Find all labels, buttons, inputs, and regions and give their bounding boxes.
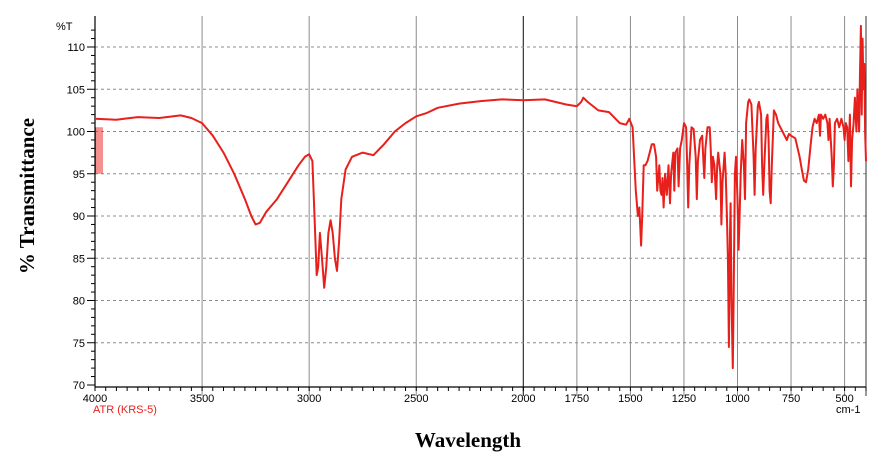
x-tick-label: 3500 [190,393,214,405]
instrument-label: ATR (KRS-5) [93,404,157,416]
x-tick-label: 2500 [404,393,428,405]
x-axis-title: Wavelength [415,428,521,452]
y-unit-label: %T [56,21,73,33]
left-edge-noise [95,127,103,174]
x-tick-label: 4000 [83,393,107,405]
axes [87,16,867,396]
y-tick-label: 95 [73,169,85,181]
x-tick-label: 1750 [565,393,589,405]
x-tick-labels: 4000 3500 3000 2500 2000 1750 1500 1250 1000 750 5… [83,393,854,405]
x-tick-label: 1000 [725,393,749,405]
y-tick-label: 85 [73,253,85,265]
x-tick-label: 1250 [672,393,696,405]
grid-lines [95,16,866,396]
x-tick-label: 1500 [618,393,642,405]
y-tick-label: 75 [73,338,85,350]
y-tick-label: 110 [67,42,85,54]
y-tick-label: 100 [67,127,85,139]
y-tick-labels: 70 75 80 85 90 95 100 105 110 [67,42,85,392]
x-tick-label: 3000 [297,393,321,405]
y-tick-label: 80 [73,296,85,308]
x-tick-label: 750 [782,393,800,405]
y-axis-title: % Transmittance [15,118,39,274]
spectrum-line [94,24,867,370]
x-unit-label: cm-1 [836,404,860,416]
x-tick-label: 2000 [511,393,535,405]
y-tick-label: 105 [67,84,85,96]
y-tick-label: 90 [73,211,85,223]
x-tick-label: 500 [835,393,853,405]
y-tick-label: 70 [73,380,85,392]
